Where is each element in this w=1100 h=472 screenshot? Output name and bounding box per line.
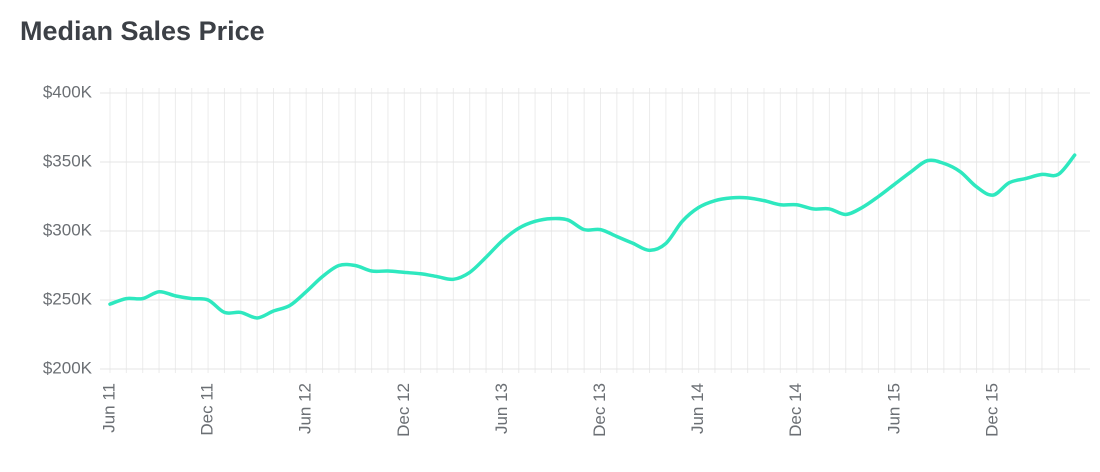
chart-title: Median Sales Price [20,16,265,46]
y-tick-label: $200K [43,358,93,377]
data-line [108,153,1077,320]
y-tick-label: $250K [43,289,93,308]
y-tick-label: $350K [43,151,93,170]
x-tick-label: Jun 14 [688,383,707,434]
y-tick-label: $300K [43,220,93,239]
x-tick-label: Jun 12 [296,383,315,434]
x-tick-label: Jun 15 [884,383,903,434]
x-tick-label: Jun 13 [492,383,511,434]
x-tick-label: Jun 11 [99,383,118,433]
x-tick-label: Dec 13 [590,383,609,437]
x-tick-label: Dec 14 [786,383,805,437]
x-tick-label: Dec 12 [394,383,413,437]
y-tick-label: $400K [43,82,93,101]
x-tick-label: Dec 11 [198,383,217,436]
x-tick-label: Dec 15 [982,383,1001,437]
